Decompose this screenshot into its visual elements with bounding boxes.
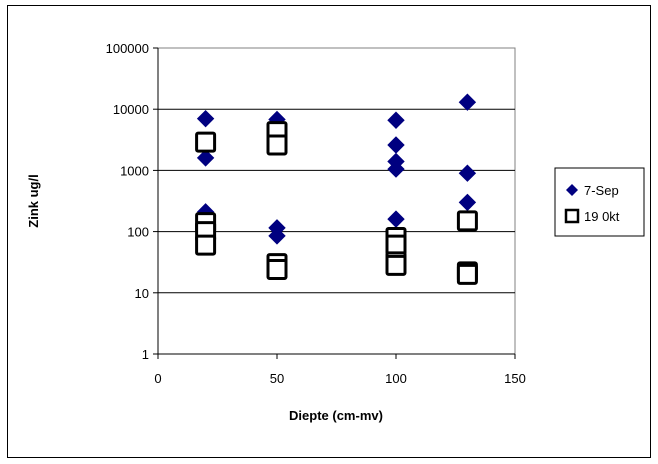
square-point [385, 254, 407, 276]
series-2 [195, 121, 478, 285]
y-tick-label: 1000 [120, 163, 149, 178]
y-tick-label: 10 [135, 286, 149, 301]
y-tick-label: 10000 [113, 102, 149, 117]
diamond-point [387, 160, 405, 178]
square-point [266, 259, 288, 281]
y-axis-title: Zink ug/l [26, 174, 41, 227]
gridlines [158, 108, 515, 294]
legend: 7-Sep 19 0kt [554, 167, 645, 237]
legend-marker-diamond [566, 184, 578, 196]
y-axis: 1 10 100 1000 10000 100000 [106, 41, 159, 362]
x-tick-label: 0 [154, 371, 161, 386]
legend-label: 7-Sep [584, 183, 619, 198]
x-tick-label: 100 [385, 371, 407, 386]
legend-marker-square [564, 208, 580, 224]
y-tick-label: 1 [142, 347, 149, 362]
legend-box [554, 167, 645, 237]
y-tick-label: 100 [127, 225, 149, 240]
diamond-point [458, 93, 477, 111]
diamond-point [268, 227, 286, 245]
x-tick-label: 50 [270, 371, 284, 386]
series-layer [195, 93, 478, 285]
square-point [456, 263, 478, 285]
square-point [266, 134, 288, 156]
series-1 [196, 93, 477, 245]
square-point [195, 131, 217, 153]
x-axis-title: Diepte (cm-mv) [289, 408, 383, 423]
diamond-point [196, 109, 215, 128]
plot-area [157, 47, 516, 355]
square-point [456, 210, 478, 232]
legend-label: 19 0kt [584, 209, 620, 224]
diamond-point [196, 149, 215, 167]
square-point [195, 234, 217, 256]
diamond-point [458, 164, 477, 182]
diamond-point [387, 111, 405, 129]
chart-frame: 1 10 100 1000 10000 100000 0 50 100 150 Diepte (… [7, 5, 651, 458]
x-axis: 0 50 100 150 [154, 353, 526, 386]
x-tick-label: 150 [504, 371, 526, 386]
y-tick-label: 100000 [106, 41, 149, 56]
